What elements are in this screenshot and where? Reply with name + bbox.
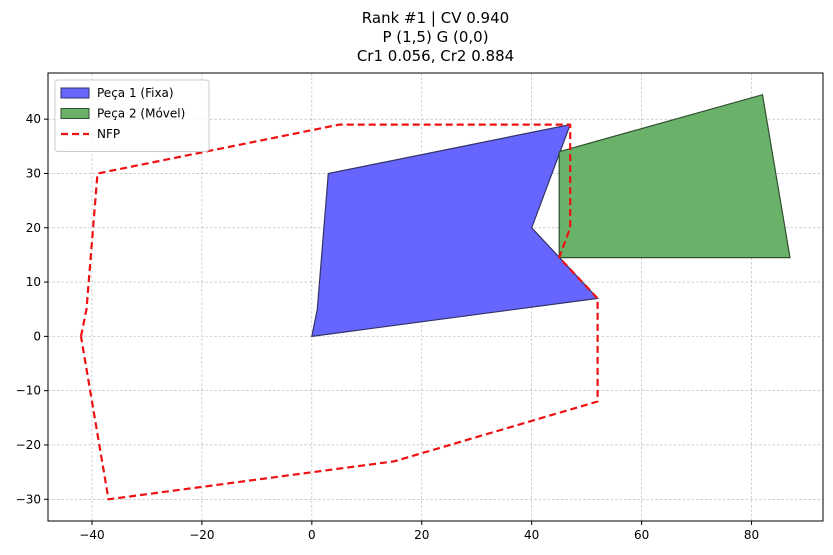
y-tick-label: 0 bbox=[33, 329, 41, 343]
polygon-1 bbox=[311, 123, 599, 338]
polygon-2 bbox=[558, 93, 791, 259]
y-tick-label: 20 bbox=[26, 221, 41, 235]
nfp-line bbox=[79, 123, 599, 501]
plot-series bbox=[79, 93, 791, 501]
x-tick-label: 0 bbox=[308, 528, 316, 542]
legend-swatch bbox=[60, 108, 90, 119]
legend-label: Peça 2 (Móvel) bbox=[97, 107, 185, 121]
y-tick-label: 40 bbox=[26, 112, 41, 126]
x-tick-label: 40 bbox=[524, 528, 539, 542]
title-line: Cr1 0.056, Cr2 0.884 bbox=[357, 47, 514, 65]
axes-frame bbox=[47, 72, 824, 522]
x-tick-label: 20 bbox=[414, 528, 429, 542]
x-axis-ticks: −40 −20 0 20 40 60 80 bbox=[79, 521, 759, 542]
x-tick-label: −20 bbox=[189, 528, 214, 542]
y-tick-label: 10 bbox=[26, 275, 41, 289]
legend-box bbox=[54, 79, 210, 152]
x-tick-label: 60 bbox=[634, 528, 649, 542]
title-line: Rank #1 | CV 0.940 bbox=[362, 9, 509, 27]
x-tick-label: 80 bbox=[744, 528, 759, 542]
legend-label: Peça 1 (Fixa) bbox=[97, 86, 174, 100]
x-tick-label: −40 bbox=[79, 528, 104, 542]
legend-swatch bbox=[60, 87, 90, 99]
y-axis-ticks: −30 −20 −10 0 10 20 30 40 bbox=[16, 112, 48, 506]
y-tick-label: 30 bbox=[26, 166, 41, 180]
title-line: P (1,5) G (0,0) bbox=[382, 28, 488, 46]
y-tick-label: −20 bbox=[16, 438, 41, 452]
legend: Peça 1 (Fixa) Peça 2 (Móvel) NFP bbox=[54, 79, 210, 152]
y-tick-label: −30 bbox=[16, 492, 41, 506]
y-tick-label: −10 bbox=[16, 384, 41, 398]
legend-label: NFP bbox=[97, 127, 120, 141]
